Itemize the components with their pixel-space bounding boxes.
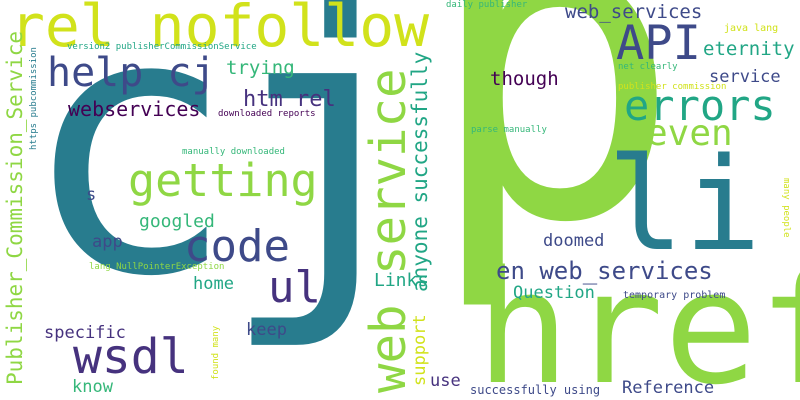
word-anyone-successfully: anyone successfully: [408, 51, 432, 292]
word-version2-publishercommissionservice: version2 publisherCommissionService: [67, 42, 257, 52]
word-webservices: webservices: [68, 97, 201, 121]
word-successfully-using: successfully using: [470, 383, 601, 397]
word-downloaded-reports: downloaded reports: [218, 109, 316, 119]
word-java-lang: java lang: [724, 23, 779, 34]
word-htm-rel: htm rel: [243, 87, 336, 112]
word-web-services: web_services: [565, 1, 703, 23]
word-lang-nullpointerexception: lang NullPointerException: [89, 262, 225, 272]
word-use: use: [430, 371, 461, 391]
word-href: href: [476, 237, 800, 400]
word-api: API: [616, 16, 701, 71]
word-know: know: [72, 377, 113, 397]
word-help-cj: help cj: [47, 50, 216, 96]
word-publisher-commission: publisher commission: [618, 82, 727, 92]
word-li: li: [607, 131, 762, 280]
word-wsdl: wsdl: [73, 329, 189, 385]
word-ul: ul: [268, 262, 321, 313]
word-found-many: found many: [211, 325, 221, 380]
word-reference: Reference: [622, 378, 715, 398]
word-links: Links: [374, 270, 429, 291]
word-publisher-commission-service: Publisher_Commission_Service: [3, 30, 27, 385]
word-getting: getting: [128, 154, 318, 207]
word-en-web-services: en web_services: [496, 257, 713, 285]
word-https-pubcommission: https pubcommission: [29, 47, 39, 150]
word-s: s: [86, 185, 97, 205]
word-even: even: [646, 113, 733, 154]
word-specific: specific: [44, 323, 126, 343]
word-temporary-problem: temporary problem: [623, 290, 726, 301]
word-cj: cj: [20, 0, 436, 355]
word-keep: keep: [246, 320, 287, 340]
word-app: app: [92, 232, 123, 252]
word-googled: googled: [139, 211, 215, 232]
word-doomed: doomed: [543, 231, 605, 251]
word-question: Question: [513, 283, 595, 303]
word-p: p: [424, 0, 683, 317]
word-manually-downloaded: manually downloaded: [182, 147, 285, 157]
word-eternity: eternity: [703, 38, 795, 60]
word-home: home: [193, 274, 234, 294]
word-daily-publisher: daily publisher: [446, 0, 528, 10]
word-code: code: [184, 221, 290, 272]
word-parse-manually: parse manually: [471, 125, 547, 135]
word-trying: trying: [226, 57, 295, 79]
word-rel-nofollow: rel nofollow: [10, 0, 430, 60]
word-net-clearly: net clearly: [618, 62, 678, 72]
word-many-people: many people: [781, 178, 791, 238]
word-errors: errors: [624, 81, 776, 130]
word-though: though: [490, 68, 559, 90]
word-service: service: [709, 67, 781, 87]
word-support: support: [410, 314, 430, 386]
word-web-service: web service: [360, 68, 417, 393]
